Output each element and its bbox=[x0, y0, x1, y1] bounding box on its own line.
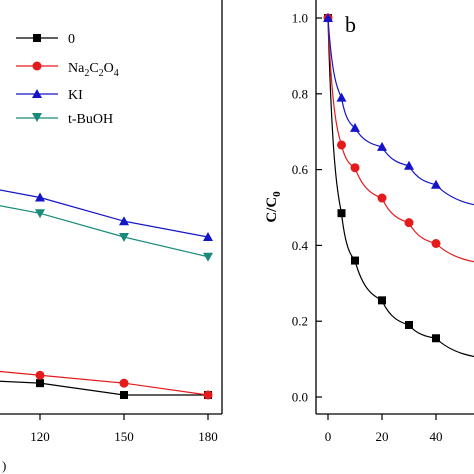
panel-a-point-0-2 bbox=[120, 391, 128, 399]
panel-a-series-line-1 bbox=[0, 370, 209, 396]
panel-b-y-axis-title: C/C0 bbox=[264, 191, 283, 223]
panel-a-point-2-3 bbox=[203, 232, 213, 241]
legend-label-0: 0 bbox=[68, 32, 75, 47]
panel-a-x-tick-label: 120 bbox=[30, 429, 50, 444]
panel-b-point-1-5 bbox=[431, 239, 441, 249]
panel-a-point-0-1 bbox=[36, 379, 44, 388]
panel-b-point-0-1 bbox=[337, 209, 346, 218]
legend-marker-triangle-up bbox=[32, 89, 42, 98]
legend-item-na2c2o4: Na2C2O4 bbox=[16, 61, 119, 79]
panel-a: 120 150 180 ) 0 Na2C2O4 KI bbox=[0, 0, 223, 473]
panel-b-y-tick-label: 0.2 bbox=[292, 314, 308, 329]
panel-b-y-tick-label: 0.6 bbox=[292, 162, 309, 177]
panel-b-x-tick-label: 0 bbox=[325, 429, 332, 444]
panel-a-ticks: 120 150 180 bbox=[30, 414, 218, 444]
panel-b: 0.0 0.2 0.4 0.6 0.8 1.0 0 20 40 b C/C0 bbox=[264, 0, 474, 444]
panel-b-y-tick-label: 1.0 bbox=[292, 11, 308, 26]
panel-a-point-3-3 bbox=[203, 252, 213, 262]
legend-marker-triangle-down bbox=[32, 113, 42, 122]
legend-item-ki: KI bbox=[16, 88, 83, 103]
panel-b-point-0-2 bbox=[351, 256, 359, 265]
panel-b-point-0-5 bbox=[432, 334, 440, 343]
panel-b-point-2-0 bbox=[323, 13, 333, 22]
panel-b-plot bbox=[323, 13, 474, 358]
panel-b-point-1-4 bbox=[404, 218, 414, 228]
panel-b-series-line-0 bbox=[327, 17, 474, 358]
panel-b-point-2-5 bbox=[431, 179, 441, 189]
panel-a-point-1-2 bbox=[119, 378, 129, 388]
panel-b-point-1-1 bbox=[337, 140, 346, 150]
panel-b-series-line-2 bbox=[327, 17, 474, 206]
legend-marker-square bbox=[33, 34, 41, 42]
panel-b-point-2-4 bbox=[404, 160, 414, 170]
panel-b-point-2-3 bbox=[377, 141, 387, 151]
panel-b-point-1-3 bbox=[377, 193, 387, 203]
legend-item-tbuoh: t-BuOH bbox=[16, 112, 113, 127]
panel-a-point-3-2 bbox=[119, 233, 129, 242]
panel-b-point-0-4 bbox=[405, 320, 413, 329]
legend-label-na2c2o4: Na2C2O4 bbox=[68, 61, 119, 79]
panel-b-point-0-3 bbox=[378, 296, 386, 305]
panel-b-label: b bbox=[345, 12, 356, 37]
panel-b-y-tick-label: 0.0 bbox=[292, 390, 308, 405]
panel-b-ticks: 0.0 0.2 0.4 0.6 0.8 1.0 0 20 40 bbox=[292, 11, 443, 445]
panel-a-series-line-2 bbox=[0, 189, 209, 238]
panel-b-point-1-2 bbox=[350, 163, 360, 173]
legend-label-tbuoh: t-BuOH bbox=[68, 112, 113, 127]
panel-a-series-line-0 bbox=[0, 380, 208, 396]
panel-b-y-tick-label: 0.8 bbox=[292, 86, 308, 101]
panel-b-y-tick-label: 0.4 bbox=[292, 238, 309, 253]
legend-item-0: 0 bbox=[16, 32, 75, 47]
legend-label-ki: KI bbox=[68, 88, 83, 103]
panel-a-series-line-3 bbox=[0, 205, 209, 258]
panel-b-point-2-1 bbox=[336, 92, 347, 102]
panel-a-x-tick-label: 150 bbox=[114, 429, 134, 444]
panel-a-x-label-fragment: ) bbox=[2, 458, 6, 473]
panel-a-plot bbox=[0, 189, 213, 400]
panel-b-x-tick-label: 40 bbox=[430, 429, 443, 444]
legend-marker-circle bbox=[32, 61, 42, 71]
panel-a-x-tick-label: 180 bbox=[198, 429, 218, 444]
panel-a-point-3-1 bbox=[35, 209, 45, 219]
panel-b-point-2-2 bbox=[350, 122, 360, 132]
panel-a-point-1-1 bbox=[35, 370, 45, 380]
panel-b-series-line-1 bbox=[327, 17, 474, 263]
panel-b-x-tick-label: 20 bbox=[376, 429, 389, 444]
panel-a-legend: 0 Na2C2O4 KI t-BuOH bbox=[16, 32, 119, 127]
panel-a-point-2-2 bbox=[119, 216, 129, 226]
panel-a-point-1-3 bbox=[203, 390, 213, 400]
panel-a-point-2-1 bbox=[35, 192, 45, 202]
